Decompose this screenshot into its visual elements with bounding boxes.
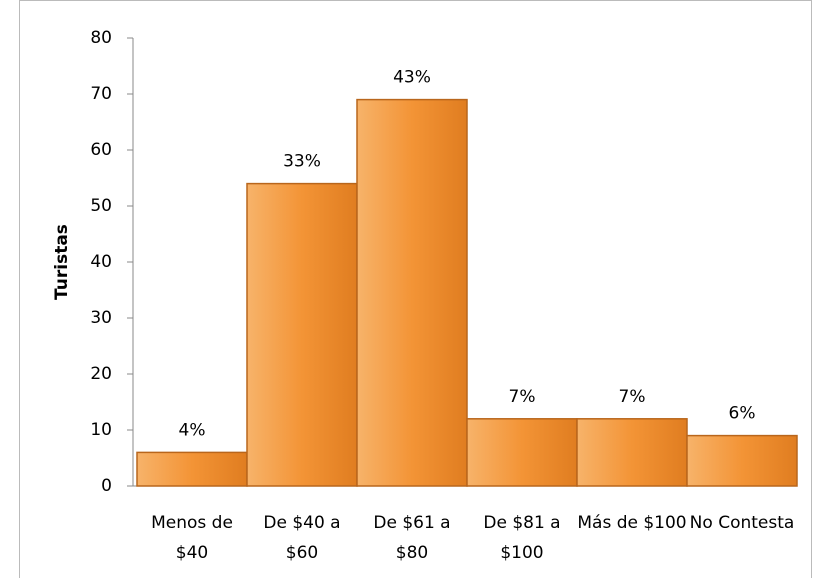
y-axis-label: Turistas: [52, 224, 72, 300]
data-label: 7%: [619, 387, 646, 407]
x-tick-label: Más de $100: [577, 513, 687, 533]
data-label: 33%: [283, 152, 321, 172]
y-tick-label: 20: [90, 364, 112, 384]
bar: [356, 98, 468, 487]
bar: [576, 418, 688, 487]
data-label: 43%: [393, 68, 431, 88]
y-tick-label: 80: [90, 28, 112, 48]
x-tick-label: No Contesta: [689, 513, 795, 533]
bar: [246, 182, 358, 487]
y-tick-label: 10: [90, 420, 112, 440]
y-tick-label: 30: [90, 308, 112, 328]
x-tick-label: De $61 a $80: [373, 513, 451, 563]
y-tick-label: 40: [90, 252, 112, 272]
bar: [686, 434, 798, 487]
y-tick-label: 70: [90, 84, 112, 104]
bar: [466, 418, 578, 487]
y-tick-label: 50: [90, 196, 112, 216]
data-label: 4%: [179, 420, 206, 440]
data-label: 6%: [729, 404, 756, 424]
y-tick-label: 0: [101, 476, 112, 496]
x-tick-label: De $40 a $60: [263, 513, 341, 563]
x-tick-label: Menos de $40: [151, 513, 233, 563]
bar: [136, 451, 248, 487]
frame: [19, 0, 812, 578]
x-tick-label: De $81 a $100: [483, 513, 561, 563]
data-label: 7%: [509, 387, 536, 407]
y-tick-label: 60: [90, 140, 112, 160]
